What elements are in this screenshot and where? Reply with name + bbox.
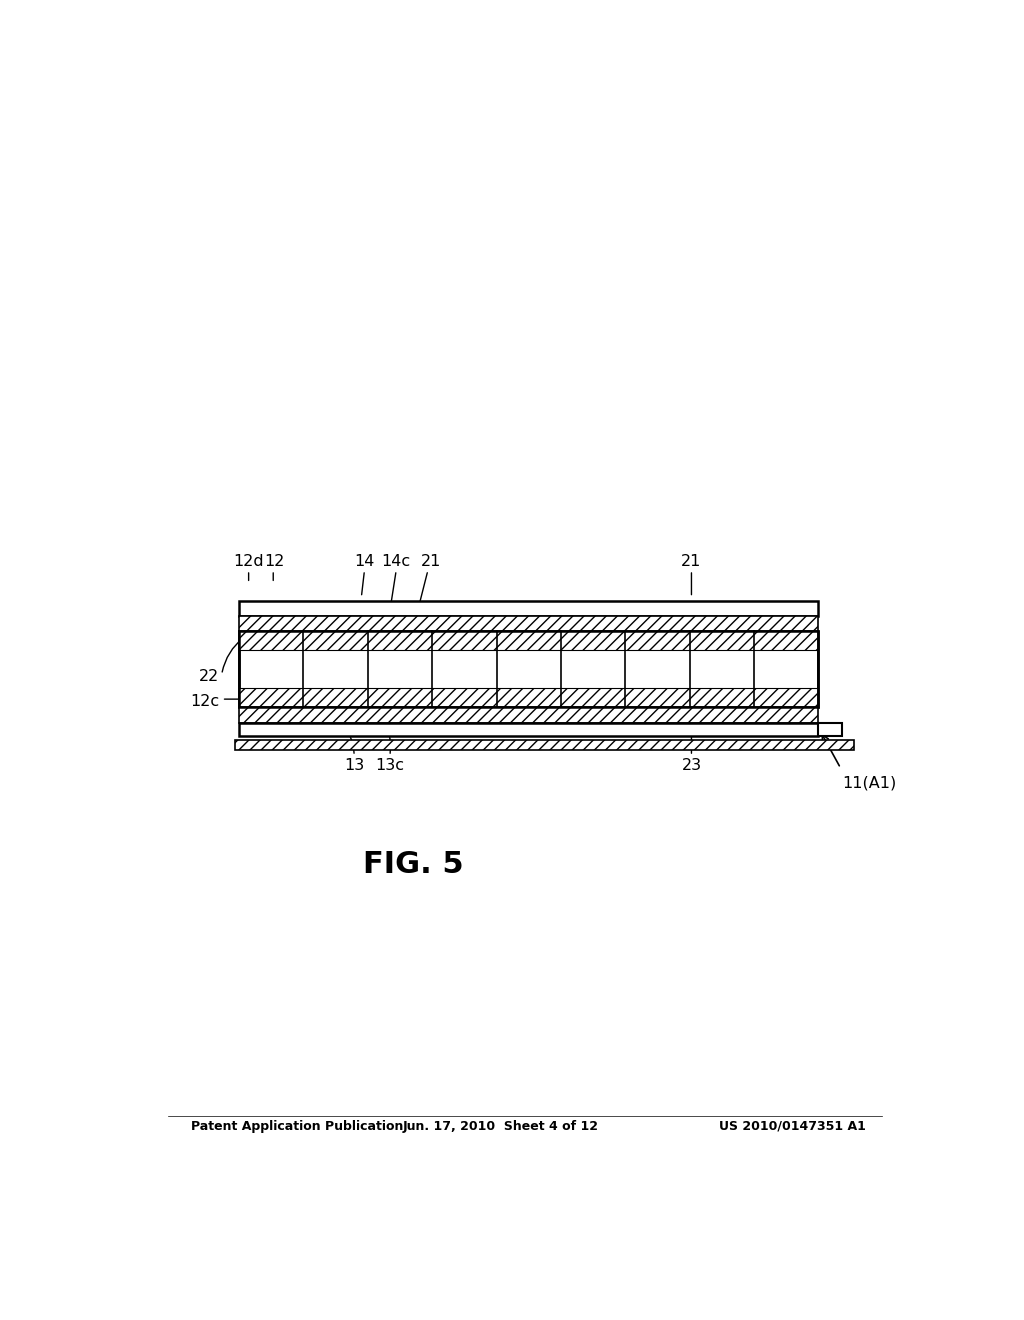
Text: 12c: 12c	[190, 693, 219, 709]
Bar	[240, 722, 818, 735]
Bar	[240, 631, 818, 649]
Text: 13c: 13c	[376, 758, 404, 772]
Bar	[240, 708, 818, 722]
Text: 12d: 12d	[233, 554, 264, 569]
Text: 11(A1): 11(A1)	[842, 776, 896, 791]
Bar	[240, 688, 818, 708]
Bar	[240, 601, 818, 615]
Bar	[240, 631, 818, 708]
Bar	[240, 615, 818, 631]
Text: 13: 13	[344, 758, 365, 772]
Text: Patent Application Publication: Patent Application Publication	[191, 1119, 403, 1133]
Bar	[240, 631, 818, 708]
Text: 21: 21	[681, 554, 701, 569]
Bar	[818, 722, 842, 735]
Text: 14: 14	[354, 554, 375, 569]
Text: Jun. 17, 2010  Sheet 4 of 12: Jun. 17, 2010 Sheet 4 of 12	[403, 1119, 599, 1133]
Text: 21: 21	[421, 554, 441, 569]
Text: US 2010/0147351 A1: US 2010/0147351 A1	[719, 1119, 866, 1133]
Text: 22: 22	[199, 669, 219, 684]
Text: FIG. 5: FIG. 5	[364, 850, 464, 879]
Text: 23: 23	[681, 758, 701, 772]
Bar	[236, 739, 854, 750]
Text: 14c: 14c	[382, 554, 411, 569]
Text: 12: 12	[264, 554, 285, 569]
